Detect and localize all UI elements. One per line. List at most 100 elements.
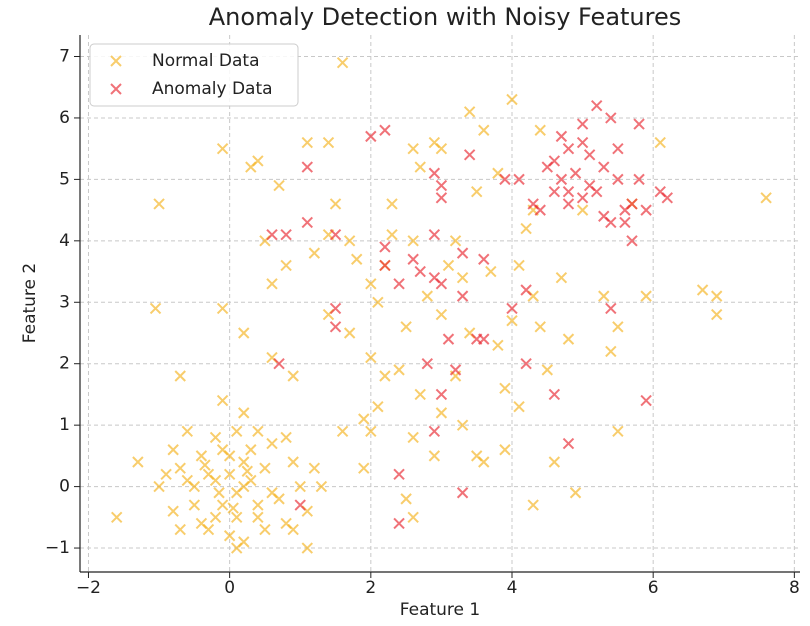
data-point [576, 136, 589, 149]
data-point [506, 93, 518, 106]
data-point [435, 407, 448, 419]
data-point [633, 118, 645, 130]
data-point [181, 425, 194, 438]
data-point [110, 511, 123, 524]
data-point [576, 192, 589, 204]
data-point [252, 511, 264, 524]
data-point [654, 136, 666, 149]
data-point [407, 253, 419, 265]
data-point [259, 462, 271, 474]
data-point [513, 173, 525, 186]
data-point [541, 364, 554, 376]
data-point [640, 290, 652, 302]
data-point [449, 235, 462, 247]
data-point [407, 235, 419, 247]
y-tick-label: 0 [59, 477, 70, 497]
data-point [227, 502, 239, 514]
data-point [435, 388, 448, 401]
data-point [245, 161, 257, 173]
data-point [216, 302, 229, 315]
data-point [590, 99, 603, 112]
x-tick-label: 8 [789, 578, 800, 598]
data-point [343, 327, 356, 339]
data-point [407, 142, 419, 155]
data-point [661, 192, 674, 204]
data-point [463, 149, 476, 161]
data-point [379, 370, 391, 382]
data-point [365, 130, 377, 143]
data-point [633, 173, 645, 186]
data-point [188, 480, 201, 493]
data-point [442, 333, 455, 345]
data-point [188, 499, 201, 511]
data-point [478, 253, 490, 265]
data-point [393, 364, 405, 376]
data-point [435, 278, 448, 290]
legend-marker [110, 55, 122, 67]
data-point [223, 468, 236, 481]
data-point [230, 425, 243, 438]
data-point [605, 345, 617, 358]
data-point [365, 351, 377, 364]
data-point [435, 308, 448, 321]
data-point [470, 185, 483, 198]
data-point [174, 523, 186, 536]
y-tick-label: 3 [59, 292, 70, 312]
data-point [238, 327, 250, 339]
data-point [329, 228, 342, 241]
data-point [499, 173, 511, 186]
data-point [407, 511, 419, 524]
data-point [640, 394, 652, 407]
data-point [259, 523, 271, 536]
data-point [548, 155, 561, 167]
data-point [555, 173, 568, 186]
data-point [605, 302, 617, 315]
data-point [132, 456, 144, 468]
data-point [280, 259, 292, 272]
data-point [562, 437, 575, 450]
data-point [266, 228, 278, 241]
x-tick-label: −2 [76, 578, 101, 598]
data-point [548, 388, 561, 401]
data-point [569, 487, 582, 499]
data-point [513, 259, 525, 272]
data-point [336, 56, 349, 69]
data-point [414, 388, 426, 401]
data-point [520, 358, 532, 370]
data-point [428, 450, 441, 462]
data-point [456, 419, 469, 431]
data-point [456, 247, 469, 259]
y-tick-label: 1 [59, 415, 70, 435]
x-tick-label: 2 [365, 578, 376, 598]
data-point [562, 185, 575, 198]
y-tick-label: 5 [59, 169, 70, 189]
data-point [301, 216, 314, 229]
data-point [710, 290, 723, 302]
data-point [506, 314, 518, 327]
data-point [393, 468, 405, 481]
data-point [308, 462, 321, 474]
data-point [456, 487, 469, 499]
data-point [435, 179, 448, 192]
data-point [223, 530, 236, 542]
data-point [160, 468, 172, 481]
data-point [372, 296, 384, 308]
data-point [230, 542, 243, 554]
data-point [463, 106, 476, 118]
x-tick-label: 6 [648, 578, 659, 598]
data-point [428, 228, 441, 241]
data-point [280, 228, 292, 241]
data-point [492, 339, 504, 351]
data-point [576, 204, 589, 216]
data-point [520, 222, 532, 235]
data-point [174, 370, 186, 382]
data-point [199, 459, 211, 471]
data-point [195, 517, 208, 530]
data-point [213, 487, 225, 499]
data-point [358, 462, 370, 474]
data-point [562, 142, 575, 155]
x-tick-label: 0 [224, 578, 235, 598]
data-point [301, 161, 314, 173]
data-point [583, 149, 596, 161]
